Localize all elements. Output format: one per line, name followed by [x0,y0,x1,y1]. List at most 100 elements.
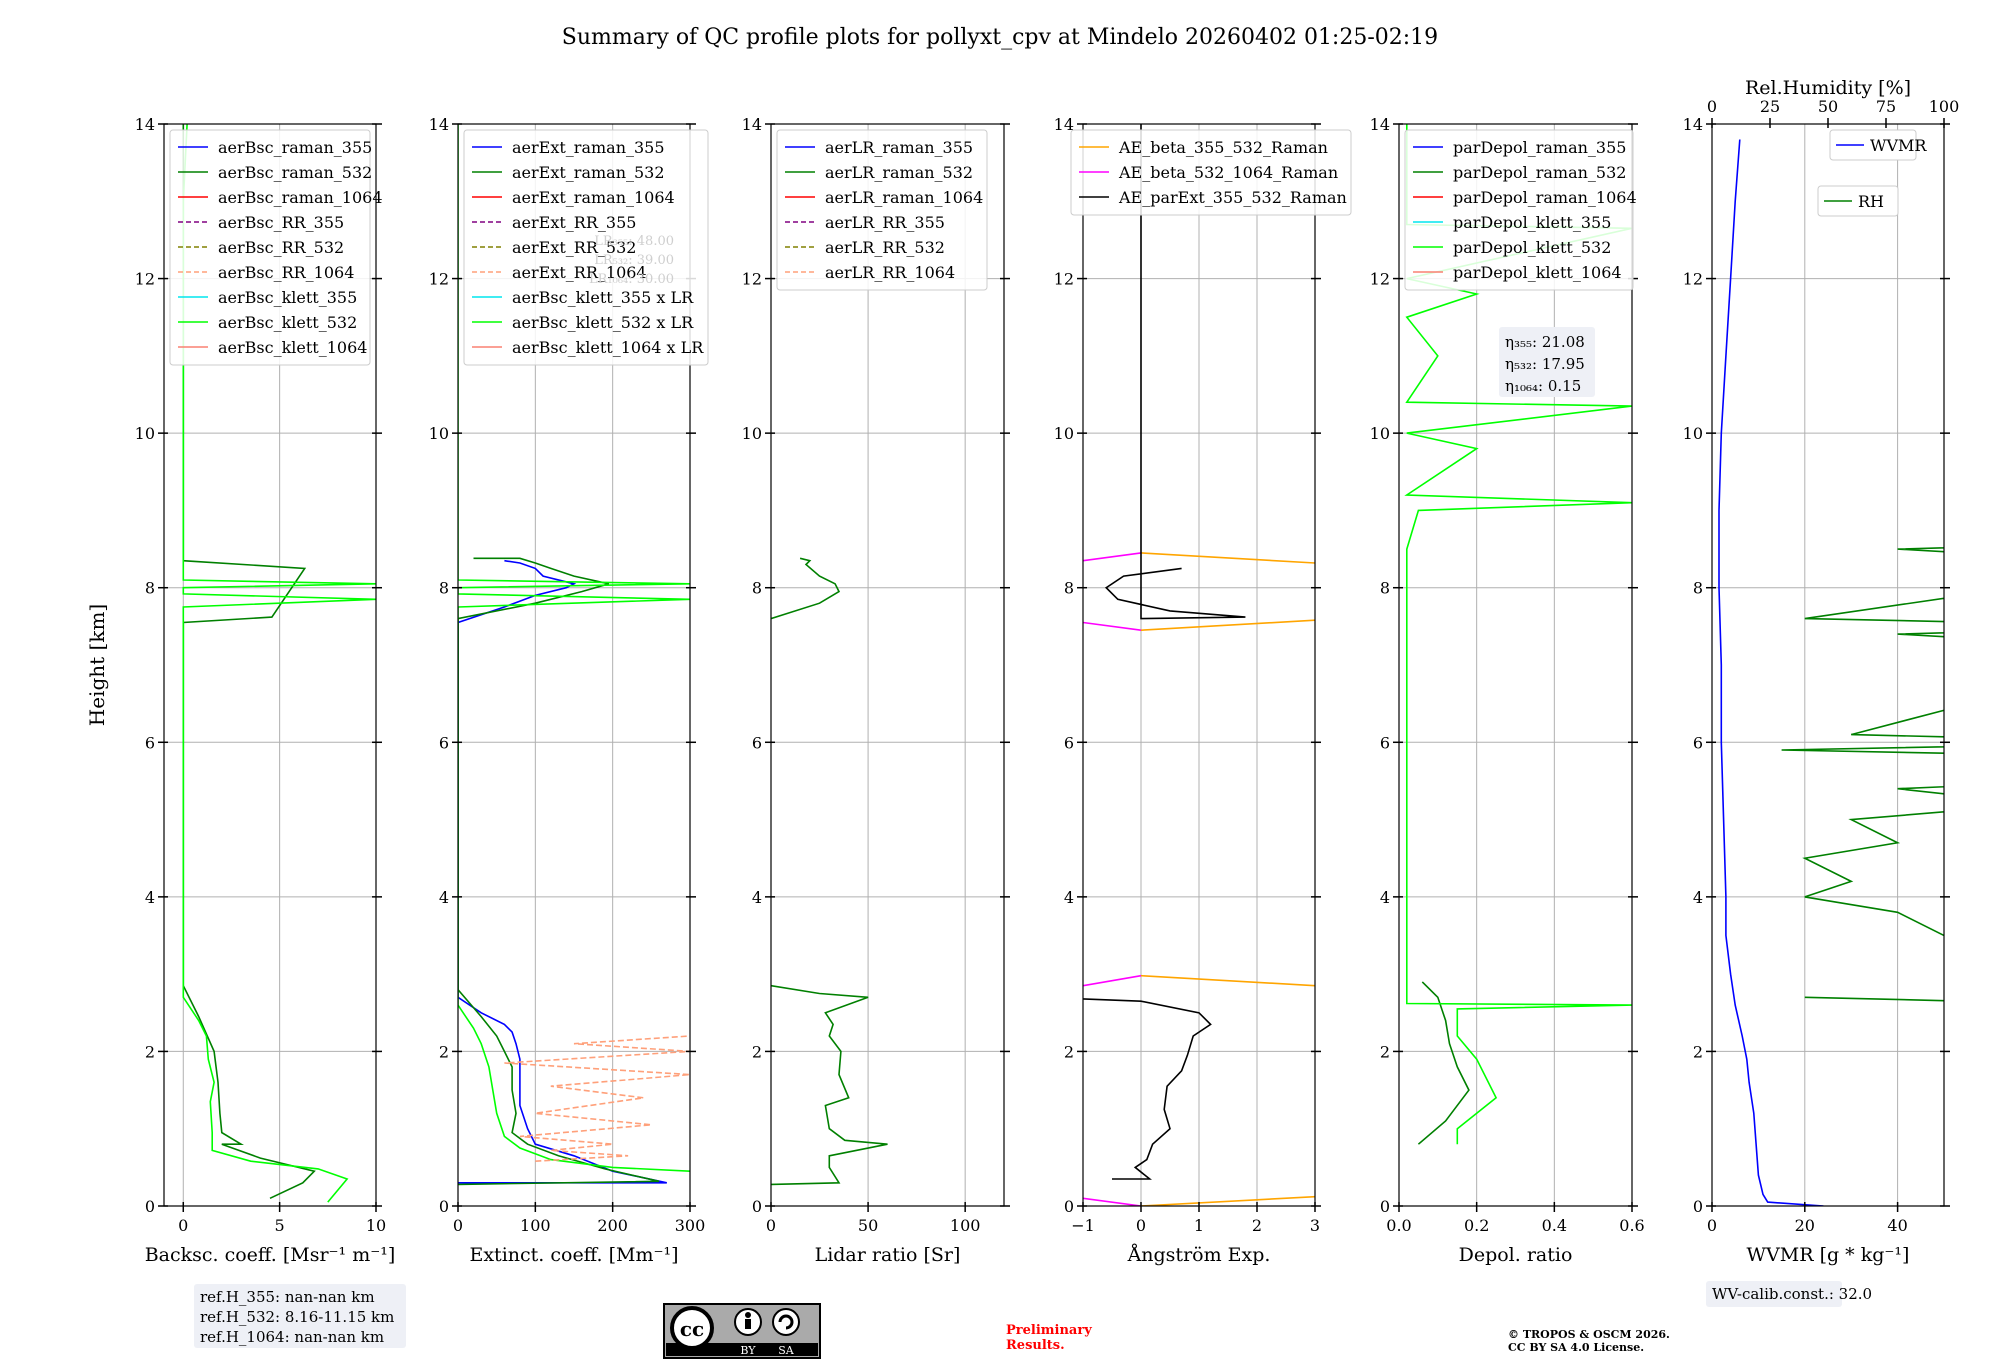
series-AE_parExt_355_532_Raman_b [1083,998,1212,1180]
legend-label: parDepol_raman_355 [1453,138,1626,157]
ytick-label: 12 [1683,270,1703,289]
legend-label: parDepol_raman_532 [1453,163,1626,182]
ytick-label: 8 [1693,579,1703,598]
xtick-label: 0 [1136,1216,1146,1235]
xtick-label: 2 [1252,1216,1262,1235]
legend-box [1817,185,1899,217]
legend-label: aerLR_RR_532 [825,238,945,257]
series-WVMR [1718,139,1824,1206]
ytick-label: 10 [429,424,449,443]
copyright-line-1: © TROPOS & OSCM 2026. [1508,1328,1670,1341]
ytick-label: 12 [1054,270,1074,289]
lr-annotation: LR₃₅₅: 48.00 [594,234,674,249]
ytick-label: 14 [429,115,449,134]
x-axis-label: Ångström Exp. [1127,1244,1271,1266]
top-xtick-label: 50 [1818,97,1838,116]
xtick-label: 0 [766,1216,776,1235]
ytick-label: 2 [752,1042,762,1061]
xtick-label: 100 [520,1216,551,1235]
series-RH [1781,546,1944,1002]
figure-title: Summary of QC profile plots for pollyxt_… [562,25,1438,50]
by-person-head [745,1312,751,1318]
legend-box [1829,129,1917,161]
legend-label: aerExt_raman_1064 [512,188,675,207]
legend-label: AE_beta_355_532_Raman [1118,138,1328,157]
xtick-label: 10 [366,1216,386,1235]
x-axis-label: Lidar ratio [Sr] [815,1244,961,1266]
ytick-label: 10 [1054,424,1074,443]
ytick-label: 6 [1064,733,1074,752]
ytick-label: 14 [1370,115,1390,134]
xtick-label: 5 [275,1216,285,1235]
axes-frame [457,123,691,1207]
legend-box [169,129,371,366]
sa-share-icon [772,1308,800,1336]
xtick-label: 0 [453,1216,463,1235]
series-aerLR_raman_532_upper [771,557,841,620]
ytick-label: 8 [1380,579,1390,598]
xtick-label: 40 [1887,1216,1907,1235]
series-AE_beta_532_1064_Raman_c [1083,621,1142,631]
ytick-label: 14 [135,115,155,134]
top-x-axis-label: Rel.Humidity [%] [1745,77,1911,99]
xtick-label: 3 [1310,1216,1320,1235]
ytick-label: 0 [439,1197,449,1216]
series-aerExt_raman_532 [458,557,660,1186]
ytick-label: 14 [742,115,762,134]
ytick-label: 12 [429,270,449,289]
lr-annotation: LR₁₀₆₄: 30.00 [589,272,674,287]
legend-label: parDepol_raman_1064 [1453,188,1637,207]
legend-label: aerBsc_klett_532 x LR [512,313,694,332]
series-AE_beta_532_1064_Raman_b [1083,974,1142,987]
legend-box [1070,129,1352,216]
top-xtick-label: 75 [1876,97,1896,116]
panel-dep: 0 2 4 6 8 10 12 14 0.0 0.2 0.4 0.6 Depol. ratio parDe… [1370,115,1645,1266]
axes-frame [770,123,1005,1207]
series-aerBsc_klett_532 x LR [458,124,690,1172]
ytick-label: 12 [742,270,762,289]
ytick-label: 6 [1693,733,1703,752]
ytick-label: 8 [145,579,155,598]
ytick-label: 4 [439,888,449,907]
legend-label: aerExt_RR_1064 [512,263,647,282]
ref-h-355: ref.H_355: nan-nan km [200,1288,375,1306]
badge-sa-label: SA [778,1344,795,1357]
series-aerLR_raman_532 [771,984,888,1186]
legend-label: aerLR_raman_1064 [825,188,983,207]
panel-lr: 0 2 4 6 8 10 12 14 0 50 100 Lidar ratio [Sr] aerLR_r… [742,115,1010,1266]
legend-label: aerBsc_klett_1064 x LR [512,338,704,357]
xtick-label: 200 [597,1216,628,1235]
legend-label: aerLR_RR_355 [825,213,945,232]
xtick-label: 0.2 [1464,1216,1489,1235]
preliminary-line-1: Preliminary [1006,1323,1092,1338]
series-aerExt_raman_355 [458,559,667,1184]
ytick-label: 0 [1693,1197,1703,1216]
legend-label: aerExt_RR_532 [512,238,636,257]
top-xtick-label: 25 [1760,97,1780,116]
sa-share-arrow [778,1314,794,1330]
ytick-label: 2 [439,1042,449,1061]
ref-h-532: ref.H_532: 8.16-11.15 km [200,1308,394,1326]
wv-calib-text: WV-calib.const.: 32.0 [1712,1285,1872,1303]
top-xtick-label: 0 [1707,97,1717,116]
legend-label: aerExt_raman_532 [512,163,665,182]
series-AE_parExt_355_532_Raman [1104,124,1246,620]
xtick-label: 20 [1795,1216,1815,1235]
ytick-label: 10 [1370,424,1390,443]
legend-label: aerLR_raman_355 [825,138,973,157]
top-xtick-label: 100 [1929,97,1960,116]
legend-label: aerBsc_RR_355 [218,213,344,232]
ytick-label: 0 [145,1197,155,1216]
ytick-label: 6 [752,733,762,752]
x-axis-label: WVMR [g * kg⁻¹] [1747,1244,1910,1266]
legend-label: aerBsc_raman_1064 [218,188,383,207]
series-AE_beta_355_532_Raman_b [1140,974,1315,987]
eta-annotation: η₅₃₂: 17.95 [1505,355,1585,373]
eta-annotation-box [1499,327,1595,397]
series-AE_beta_532_1064_Raman_d [1083,552,1142,562]
ytick-label: 6 [145,733,155,752]
legend-label: aerBsc_RR_532 [218,238,344,257]
x-axis-label: Backsc. coeff. [Msr⁻¹ m⁻¹] [145,1244,396,1266]
ytick-label: 2 [145,1042,155,1061]
